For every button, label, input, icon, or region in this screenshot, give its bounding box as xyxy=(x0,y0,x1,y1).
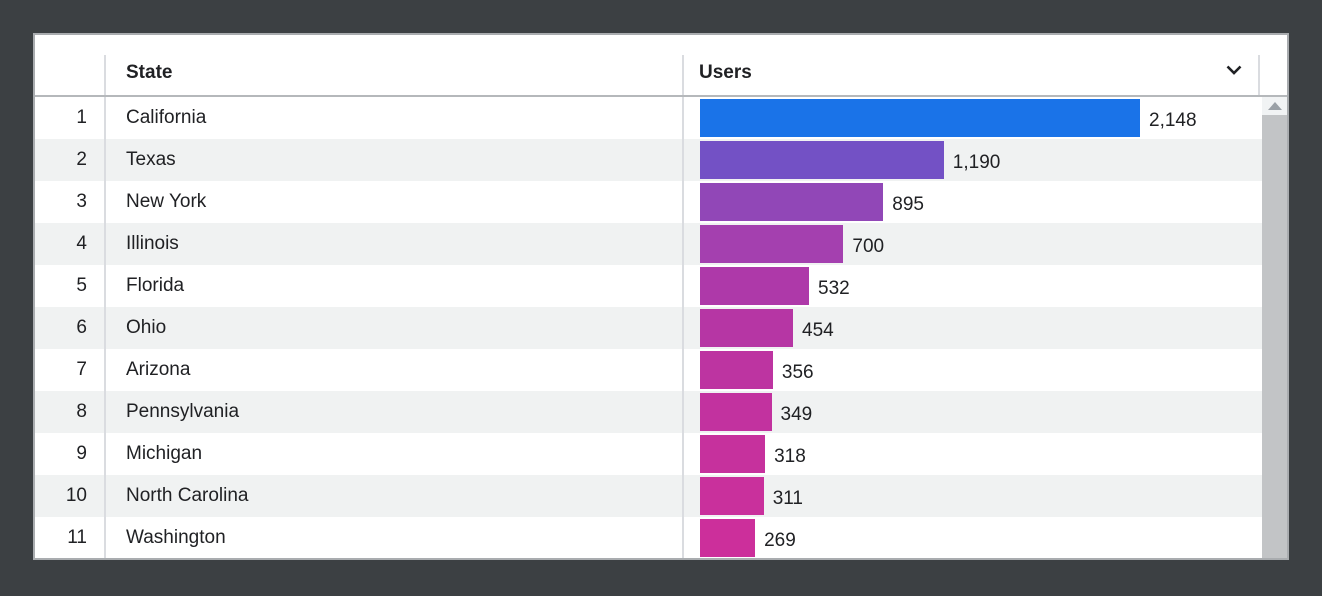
state-name: Arizona xyxy=(106,349,684,391)
table-row[interactable]: 6 Ohio 454 xyxy=(35,307,1262,349)
table-body: 1 California 2,148 2 Texas 1,190 3 New York 895 4… xyxy=(35,97,1262,558)
users-cell: 356 xyxy=(684,349,1262,391)
table-row[interactable]: 8 Pennsylvania 349 xyxy=(35,391,1262,433)
users-bar xyxy=(700,225,844,263)
users-value: 349 xyxy=(780,403,813,425)
users-cell: 454 xyxy=(684,307,1262,349)
scroll-up-button[interactable] xyxy=(1262,97,1287,115)
row-rank: 6 xyxy=(35,307,106,349)
vertical-scrollbar[interactable] xyxy=(1262,97,1287,558)
users-cell: 269 xyxy=(684,517,1262,558)
users-bar xyxy=(700,477,764,515)
users-bar xyxy=(700,183,884,221)
users-bar xyxy=(700,99,1140,137)
users-value: 454 xyxy=(802,319,834,341)
state-name: Ohio xyxy=(106,307,684,349)
row-rank: 4 xyxy=(35,223,106,265)
row-rank: 2 xyxy=(35,139,106,181)
column-header-state-label: State xyxy=(126,62,173,83)
users-cell: 2,148 xyxy=(684,97,1262,139)
row-rank: 11 xyxy=(35,517,106,558)
data-table-card: State Users 1 California 2,148 2 Texas 1,190 3… xyxy=(33,33,1289,560)
header-corner xyxy=(1260,35,1287,95)
users-value: 895 xyxy=(892,193,924,215)
row-rank: 5 xyxy=(35,265,106,307)
scroll-up-icon xyxy=(1267,102,1282,110)
table-row[interactable]: 7 Arizona 356 xyxy=(35,349,1262,391)
users-value: 532 xyxy=(818,277,850,299)
row-rank: 7 xyxy=(35,349,106,391)
users-cell: 895 xyxy=(684,181,1262,223)
users-cell: 349 xyxy=(684,391,1262,433)
chevron-down-icon[interactable] xyxy=(1222,58,1246,87)
state-name: Pennsylvania xyxy=(106,391,684,433)
users-value: 1,190 xyxy=(952,151,1001,173)
users-cell: 1,190 xyxy=(684,139,1262,181)
state-name: Washington xyxy=(106,517,684,558)
users-bar xyxy=(700,141,944,179)
users-bar xyxy=(700,435,766,473)
row-rank: 8 xyxy=(35,391,106,433)
state-name: North Carolina xyxy=(106,475,684,517)
row-rank: 10 xyxy=(35,475,106,517)
users-cell: 311 xyxy=(684,475,1262,517)
users-value: 269 xyxy=(764,529,796,551)
state-name: New York xyxy=(106,181,684,223)
users-bar xyxy=(700,351,773,389)
users-bar xyxy=(700,519,756,557)
table-header: State Users xyxy=(35,35,1287,97)
table-row[interactable]: 5 Florida 532 xyxy=(35,265,1262,307)
state-name: Illinois xyxy=(106,223,684,265)
table-row[interactable]: 2 Texas 1,190 xyxy=(35,139,1262,181)
users-value: 311 xyxy=(772,487,803,509)
table-row[interactable]: 9 Michigan 318 xyxy=(35,433,1262,475)
state-name: Florida xyxy=(106,265,684,307)
users-cell: 532 xyxy=(684,265,1262,307)
state-name: Texas xyxy=(106,139,684,181)
table-row[interactable]: 4 Illinois 700 xyxy=(35,223,1262,265)
table-row[interactable]: 10 North Carolina 311 xyxy=(35,475,1262,517)
column-header-users[interactable]: Users xyxy=(684,35,1260,95)
users-value: 356 xyxy=(781,361,814,383)
row-rank: 9 xyxy=(35,433,106,475)
table-row[interactable]: 1 California 2,148 xyxy=(35,97,1262,139)
row-rank: 3 xyxy=(35,181,106,223)
users-value: 700 xyxy=(852,235,885,257)
scrollbar-thumb[interactable] xyxy=(1262,115,1287,558)
users-value: 2,148 xyxy=(1149,109,1197,131)
row-rank: 1 xyxy=(35,97,106,139)
users-bar xyxy=(700,267,809,305)
users-bar xyxy=(700,393,772,431)
state-name: Michigan xyxy=(106,433,684,475)
users-cell: 700 xyxy=(684,223,1262,265)
state-name: California xyxy=(106,97,684,139)
column-header-state[interactable]: State xyxy=(106,35,684,95)
users-bar xyxy=(700,309,793,347)
table-row[interactable]: 11 Washington 269 xyxy=(35,517,1262,558)
users-cell: 318 xyxy=(684,433,1262,475)
column-header-rank xyxy=(35,35,106,95)
column-header-users-label: Users xyxy=(699,62,752,83)
table-row[interactable]: 3 New York 895 xyxy=(35,181,1262,223)
users-value: 318 xyxy=(774,445,806,467)
